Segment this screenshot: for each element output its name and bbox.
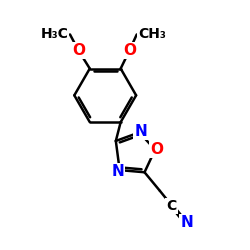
Text: N: N <box>111 164 124 179</box>
Text: N: N <box>180 215 193 230</box>
Text: O: O <box>150 142 164 157</box>
Text: CH₃: CH₃ <box>138 28 166 42</box>
Text: O: O <box>123 43 136 58</box>
Text: C: C <box>166 199 176 213</box>
Text: O: O <box>72 43 85 58</box>
Text: H₃C: H₃C <box>41 28 69 42</box>
Text: N: N <box>134 124 147 139</box>
